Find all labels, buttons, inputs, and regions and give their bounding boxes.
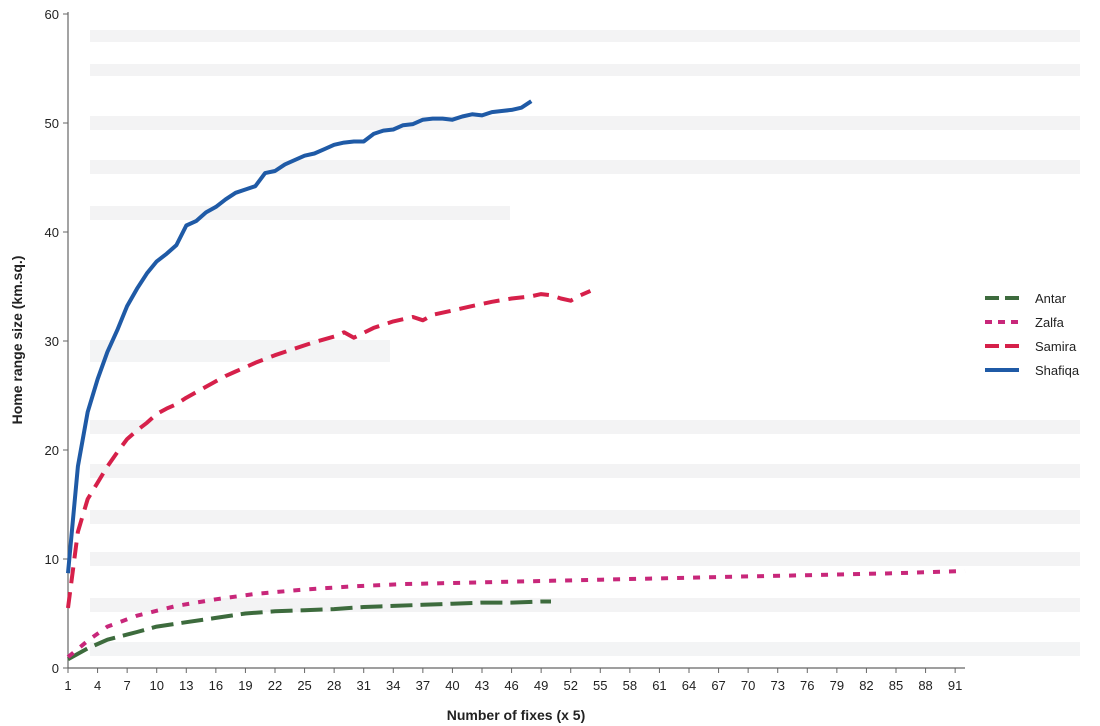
y-tick-label: 30 (45, 334, 59, 349)
legend-label-zalfa: Zalfa (1035, 315, 1065, 330)
x-tick-label: 34 (386, 678, 400, 693)
series-line-shafiqa (66, 99, 533, 574)
series-line-antar (67, 599, 551, 662)
x-tick-label: 55 (593, 678, 607, 693)
x-tick-label: 22 (268, 678, 282, 693)
series-line-zalfa (66, 569, 966, 659)
chart-series (66, 99, 966, 662)
x-tick-label: 37 (416, 678, 430, 693)
x-tick-label: 28 (327, 678, 341, 693)
x-tick-label: 49 (534, 678, 548, 693)
legend-label-samira: Samira (1035, 339, 1077, 354)
x-tick-label: 67 (711, 678, 725, 693)
x-tick-label: 88 (918, 678, 932, 693)
y-tick-label: 0 (52, 661, 59, 676)
x-tick-label: 25 (297, 678, 311, 693)
x-tick-label: 64 (682, 678, 696, 693)
x-tick-label: 76 (800, 678, 814, 693)
x-tick-label: 10 (149, 678, 163, 693)
x-tick-label: 52 (563, 678, 577, 693)
x-tick-label: 85 (889, 678, 903, 693)
x-tick-label: 16 (209, 678, 223, 693)
x-tick-label: 13 (179, 678, 193, 693)
y-axis-ticks: 0 10 20 30 40 50 60 (45, 7, 68, 676)
x-axis-ticks: 1 4 7 10 13 16 19 22 25 28 31 34 37 40 43 46 49 52 55 58 61 6… (64, 668, 962, 693)
y-tick-label: 60 (45, 7, 59, 22)
x-tick-label: 40 (445, 678, 459, 693)
x-tick-label: 61 (652, 678, 666, 693)
y-tick-label: 10 (45, 552, 59, 567)
x-tick-label: 91 (948, 678, 962, 693)
y-tick-label: 50 (45, 116, 59, 131)
x-tick-label: 19 (238, 678, 252, 693)
legend-label-antar: Antar (1035, 291, 1067, 306)
x-tick-label: 4 (94, 678, 101, 693)
series-line-samira (66, 289, 592, 609)
y-axis-label: Home range size (km.sq.) (9, 256, 25, 425)
x-tick-label: 70 (741, 678, 755, 693)
x-tick-label: 79 (830, 678, 844, 693)
x-tick-label: 73 (770, 678, 784, 693)
chart-legend: Antar Zalfa Samira Shafiqa (985, 291, 1080, 378)
x-tick-label: 7 (124, 678, 131, 693)
x-tick-label: 58 (623, 678, 637, 693)
y-tick-label: 20 (45, 443, 59, 458)
x-tick-label: 1 (64, 678, 71, 693)
x-tick-label: 43 (475, 678, 489, 693)
x-axis-label: Number of fixes (x 5) (447, 707, 585, 723)
x-tick-label: 46 (504, 678, 518, 693)
legend-label-shafiqa: Shafiqa (1035, 363, 1080, 378)
x-tick-label: 31 (356, 678, 370, 693)
x-tick-label: 82 (859, 678, 873, 693)
y-tick-label: 40 (45, 225, 59, 240)
